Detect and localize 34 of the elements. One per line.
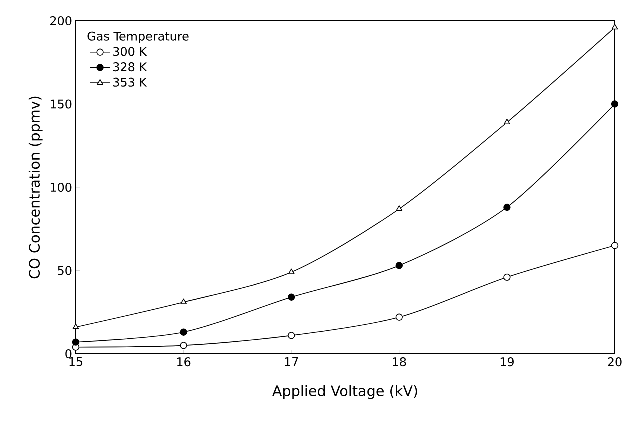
point [180, 342, 188, 350]
legend-label: 353 K [114, 78, 148, 87]
point [180, 328, 188, 336]
x-tick-label: 17 [285, 358, 298, 366]
point [288, 268, 295, 274]
legend-label: 300 K [114, 47, 148, 56]
y-tick-label: 100 [50, 182, 72, 192]
point [72, 324, 80, 330]
x-axis-title: Applied Voltage (kV) [272, 385, 418, 400]
point [396, 314, 403, 321]
point [504, 204, 511, 212]
x-tick-label: 19 [500, 358, 514, 367]
point [611, 100, 619, 108]
point [288, 294, 296, 301]
legend-label: 328 K [114, 62, 148, 72]
y-tick-label: 150 [50, 100, 72, 109]
point [72, 338, 80, 346]
x-tick-label: 18 [393, 358, 406, 367]
point [396, 262, 403, 270]
point [504, 118, 510, 125]
y-tick-label: 200 [50, 16, 72, 26]
point [611, 242, 619, 250]
point [396, 206, 403, 212]
x-tick-label: 15 [70, 358, 83, 366]
y-axis-title: CO Concentration (ppmv) [28, 96, 43, 279]
point [180, 298, 187, 304]
point [612, 24, 618, 30]
point [288, 332, 296, 340]
point [504, 274, 511, 281]
x-tick-label: 16 [178, 358, 191, 367]
y-tick-label: 0 [66, 349, 72, 359]
y-tick-label: 50 [58, 266, 72, 276]
legend-title: Gas Temperature [88, 32, 189, 44]
x-tick-label: 20 [608, 358, 622, 367]
